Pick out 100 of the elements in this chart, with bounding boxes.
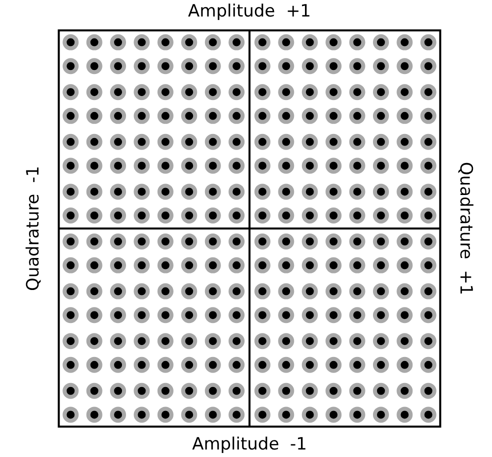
point <box>62 233 79 250</box>
point <box>204 84 221 100</box>
point <box>228 382 245 399</box>
point <box>181 307 198 324</box>
point <box>278 184 294 200</box>
point <box>181 184 198 200</box>
point <box>204 134 221 150</box>
point <box>349 257 366 274</box>
point <box>278 108 294 124</box>
point <box>349 283 366 300</box>
point <box>278 382 294 399</box>
point <box>302 307 318 324</box>
point <box>326 307 342 324</box>
point <box>157 307 174 324</box>
point <box>157 356 174 373</box>
point <box>278 34 294 50</box>
point <box>302 283 318 300</box>
point <box>62 58 79 74</box>
point <box>110 333 126 350</box>
point <box>420 257 436 274</box>
point <box>228 34 245 50</box>
point <box>86 208 102 224</box>
point <box>110 283 126 300</box>
point <box>62 108 79 124</box>
point <box>110 307 126 324</box>
point <box>420 233 436 250</box>
point <box>181 257 198 274</box>
point <box>86 333 102 350</box>
point <box>86 84 102 100</box>
point <box>62 333 79 350</box>
point <box>62 208 79 224</box>
point <box>181 158 198 174</box>
point <box>396 58 413 74</box>
point <box>302 406 318 423</box>
point <box>420 333 436 350</box>
point <box>228 208 245 224</box>
point <box>420 84 436 100</box>
point <box>372 158 389 174</box>
point <box>326 356 342 373</box>
point <box>228 333 245 350</box>
point <box>157 382 174 399</box>
point <box>278 208 294 224</box>
point <box>372 406 389 423</box>
point <box>278 406 294 423</box>
point <box>254 257 270 274</box>
point <box>396 34 413 50</box>
point <box>326 184 342 200</box>
point <box>396 307 413 324</box>
point <box>204 58 221 74</box>
point <box>134 333 150 350</box>
point <box>254 158 270 174</box>
point <box>157 233 174 250</box>
point <box>181 208 198 224</box>
point <box>372 307 389 324</box>
point <box>420 184 436 200</box>
point <box>396 406 413 423</box>
point <box>396 382 413 399</box>
point <box>278 58 294 74</box>
point <box>134 356 150 373</box>
point <box>302 233 318 250</box>
point <box>396 356 413 373</box>
point <box>86 184 102 200</box>
point <box>349 34 366 50</box>
point <box>302 84 318 100</box>
point <box>302 108 318 124</box>
point <box>372 382 389 399</box>
point <box>157 184 174 200</box>
point <box>86 58 102 74</box>
point <box>326 58 342 74</box>
point <box>349 108 366 124</box>
point <box>420 406 436 423</box>
point <box>326 283 342 300</box>
point <box>157 34 174 50</box>
point <box>396 84 413 100</box>
point <box>110 382 126 399</box>
point <box>349 233 366 250</box>
point <box>349 158 366 174</box>
point <box>278 84 294 100</box>
point <box>62 382 79 399</box>
point <box>110 84 126 100</box>
point <box>86 233 102 250</box>
point <box>420 283 436 300</box>
point <box>349 84 366 100</box>
point <box>396 233 413 250</box>
point <box>278 158 294 174</box>
point <box>134 382 150 399</box>
point <box>254 382 270 399</box>
point <box>86 34 102 50</box>
point <box>302 333 318 350</box>
point <box>396 283 413 300</box>
x-tick-label: Quadrature +1 <box>456 162 476 296</box>
point <box>110 356 126 373</box>
point <box>228 307 245 324</box>
point <box>278 257 294 274</box>
point <box>134 158 150 174</box>
point <box>157 333 174 350</box>
point <box>396 134 413 150</box>
point <box>420 356 436 373</box>
point <box>228 158 245 174</box>
point <box>62 406 79 423</box>
